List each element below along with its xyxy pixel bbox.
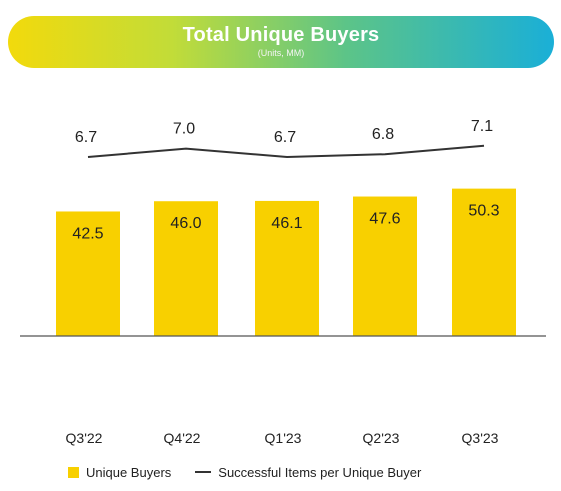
bar-2 [255,200,319,336]
line-value-label-4: 7.1 [471,118,493,135]
bar-value-label-4: 50.3 [468,203,499,220]
bar-0 [56,211,120,336]
legend-label-unique-buyers: Unique Buyers [86,464,172,480]
bar-value-label-3: 47.6 [369,211,400,228]
bar-value-label-0: 42.5 [72,225,103,242]
line-value-label-3: 6.8 [372,126,394,143]
chart-subtitle: (Units, MM) [257,48,305,58]
x-tick-label-0: Q3'22 [66,430,103,446]
x-tick-label-3: Q2'23 [363,430,400,446]
bar-3 [353,196,417,336]
bar-4 [452,188,516,336]
line-series-path [87,144,485,159]
legend-item-unique-buyers: Unique Buyers [68,465,171,480]
chart-title-banner: Total Unique Buyers (Units, MM) [8,16,554,68]
line-value-label-2: 6.7 [274,129,296,146]
x-tick-label-1: Q4'22 [164,430,201,446]
legend-bar-swatch [68,466,79,478]
x-tick-label-4: Q3'23 [462,430,499,446]
bar-value-label-1: 46.0 [170,215,201,232]
chart-title: Total Unique Buyers [182,24,380,46]
legend-line-swatch [195,471,212,473]
chart-legend: Unique Buyers Successful Items per Uniqu… [68,462,445,482]
bar-1 [154,201,218,336]
legend-label-items-per-buyer: Successful Items per Unique Buyer [218,464,422,480]
bar-value-label-2: 46.1 [271,215,302,232]
x-tick-label-2: Q1'23 [265,430,302,446]
line-value-label-0: 6.7 [75,129,97,146]
line-value-label-1: 7.0 [173,121,195,138]
legend-item-items-per-buyer: Successful Items per Unique Buyer [195,465,421,480]
